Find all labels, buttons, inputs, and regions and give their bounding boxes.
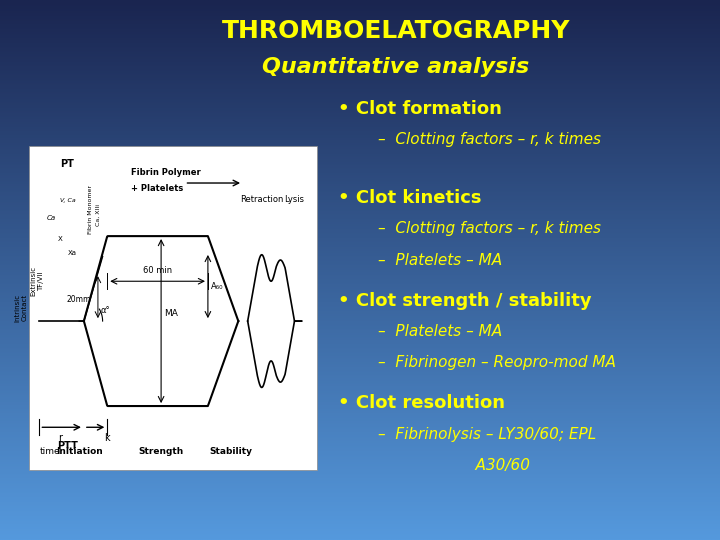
Text: –  Platelets – MA: – Platelets – MA [378, 324, 502, 339]
Text: –  Clotting factors – r, k times: – Clotting factors – r, k times [378, 132, 601, 147]
Text: PTT: PTT [57, 441, 78, 450]
Text: Retraction: Retraction [240, 194, 284, 204]
Text: Extrinsic
TF/VII: Extrinsic TF/VII [30, 266, 44, 296]
Text: • Clot formation: • Clot formation [338, 100, 503, 118]
Text: Ca: Ca [47, 215, 55, 221]
Text: X: X [58, 237, 63, 242]
Text: Quantitative analysis: Quantitative analysis [262, 57, 530, 77]
Text: –  Fibrinogen – Reopro-mod MA: – Fibrinogen – Reopro-mod MA [378, 355, 616, 370]
Text: α°: α° [100, 306, 110, 315]
Text: Strength: Strength [138, 447, 184, 456]
Text: 60 min: 60 min [143, 266, 172, 275]
Text: Fibrin Polymer: Fibrin Polymer [131, 168, 200, 177]
FancyBboxPatch shape [29, 146, 317, 470]
Text: –  Platelets – MA: – Platelets – MA [378, 253, 502, 268]
Text: Lysis: Lysis [284, 194, 305, 204]
Text: A₆₀: A₆₀ [212, 282, 224, 291]
Text: Xa: Xa [68, 249, 76, 256]
Text: • Clot strength / stability: • Clot strength / stability [338, 292, 592, 309]
Text: PT: PT [60, 159, 74, 169]
Text: A30/60: A30/60 [378, 458, 530, 473]
Text: –  Fibrinolysis – LY30/60; EPL: – Fibrinolysis – LY30/60; EPL [378, 427, 596, 442]
Text: THROMBOELATOGRAPHY: THROMBOELATOGRAPHY [222, 19, 570, 43]
Text: + Platelets: + Platelets [131, 184, 183, 193]
Text: V, Ca: V, Ca [60, 198, 76, 202]
Text: Fibrin Monomer: Fibrin Monomer [89, 185, 94, 234]
Text: Intrinsic
Contact: Intrinsic Contact [14, 294, 27, 322]
Text: Ca, XIIi: Ca, XIIi [96, 204, 100, 226]
Text: Initiation: Initiation [56, 447, 102, 456]
Text: 20mm: 20mm [66, 295, 91, 305]
Text: Stability: Stability [210, 447, 253, 456]
Text: MA: MA [165, 309, 179, 318]
Text: • Clot resolution: • Clot resolution [338, 394, 505, 412]
Text: time: time [40, 447, 60, 456]
Text: k: k [104, 433, 110, 443]
Text: • Clot kinetics: • Clot kinetics [338, 189, 482, 207]
Text: r: r [58, 433, 63, 443]
Text: –  Clotting factors – r, k times: – Clotting factors – r, k times [378, 221, 601, 237]
